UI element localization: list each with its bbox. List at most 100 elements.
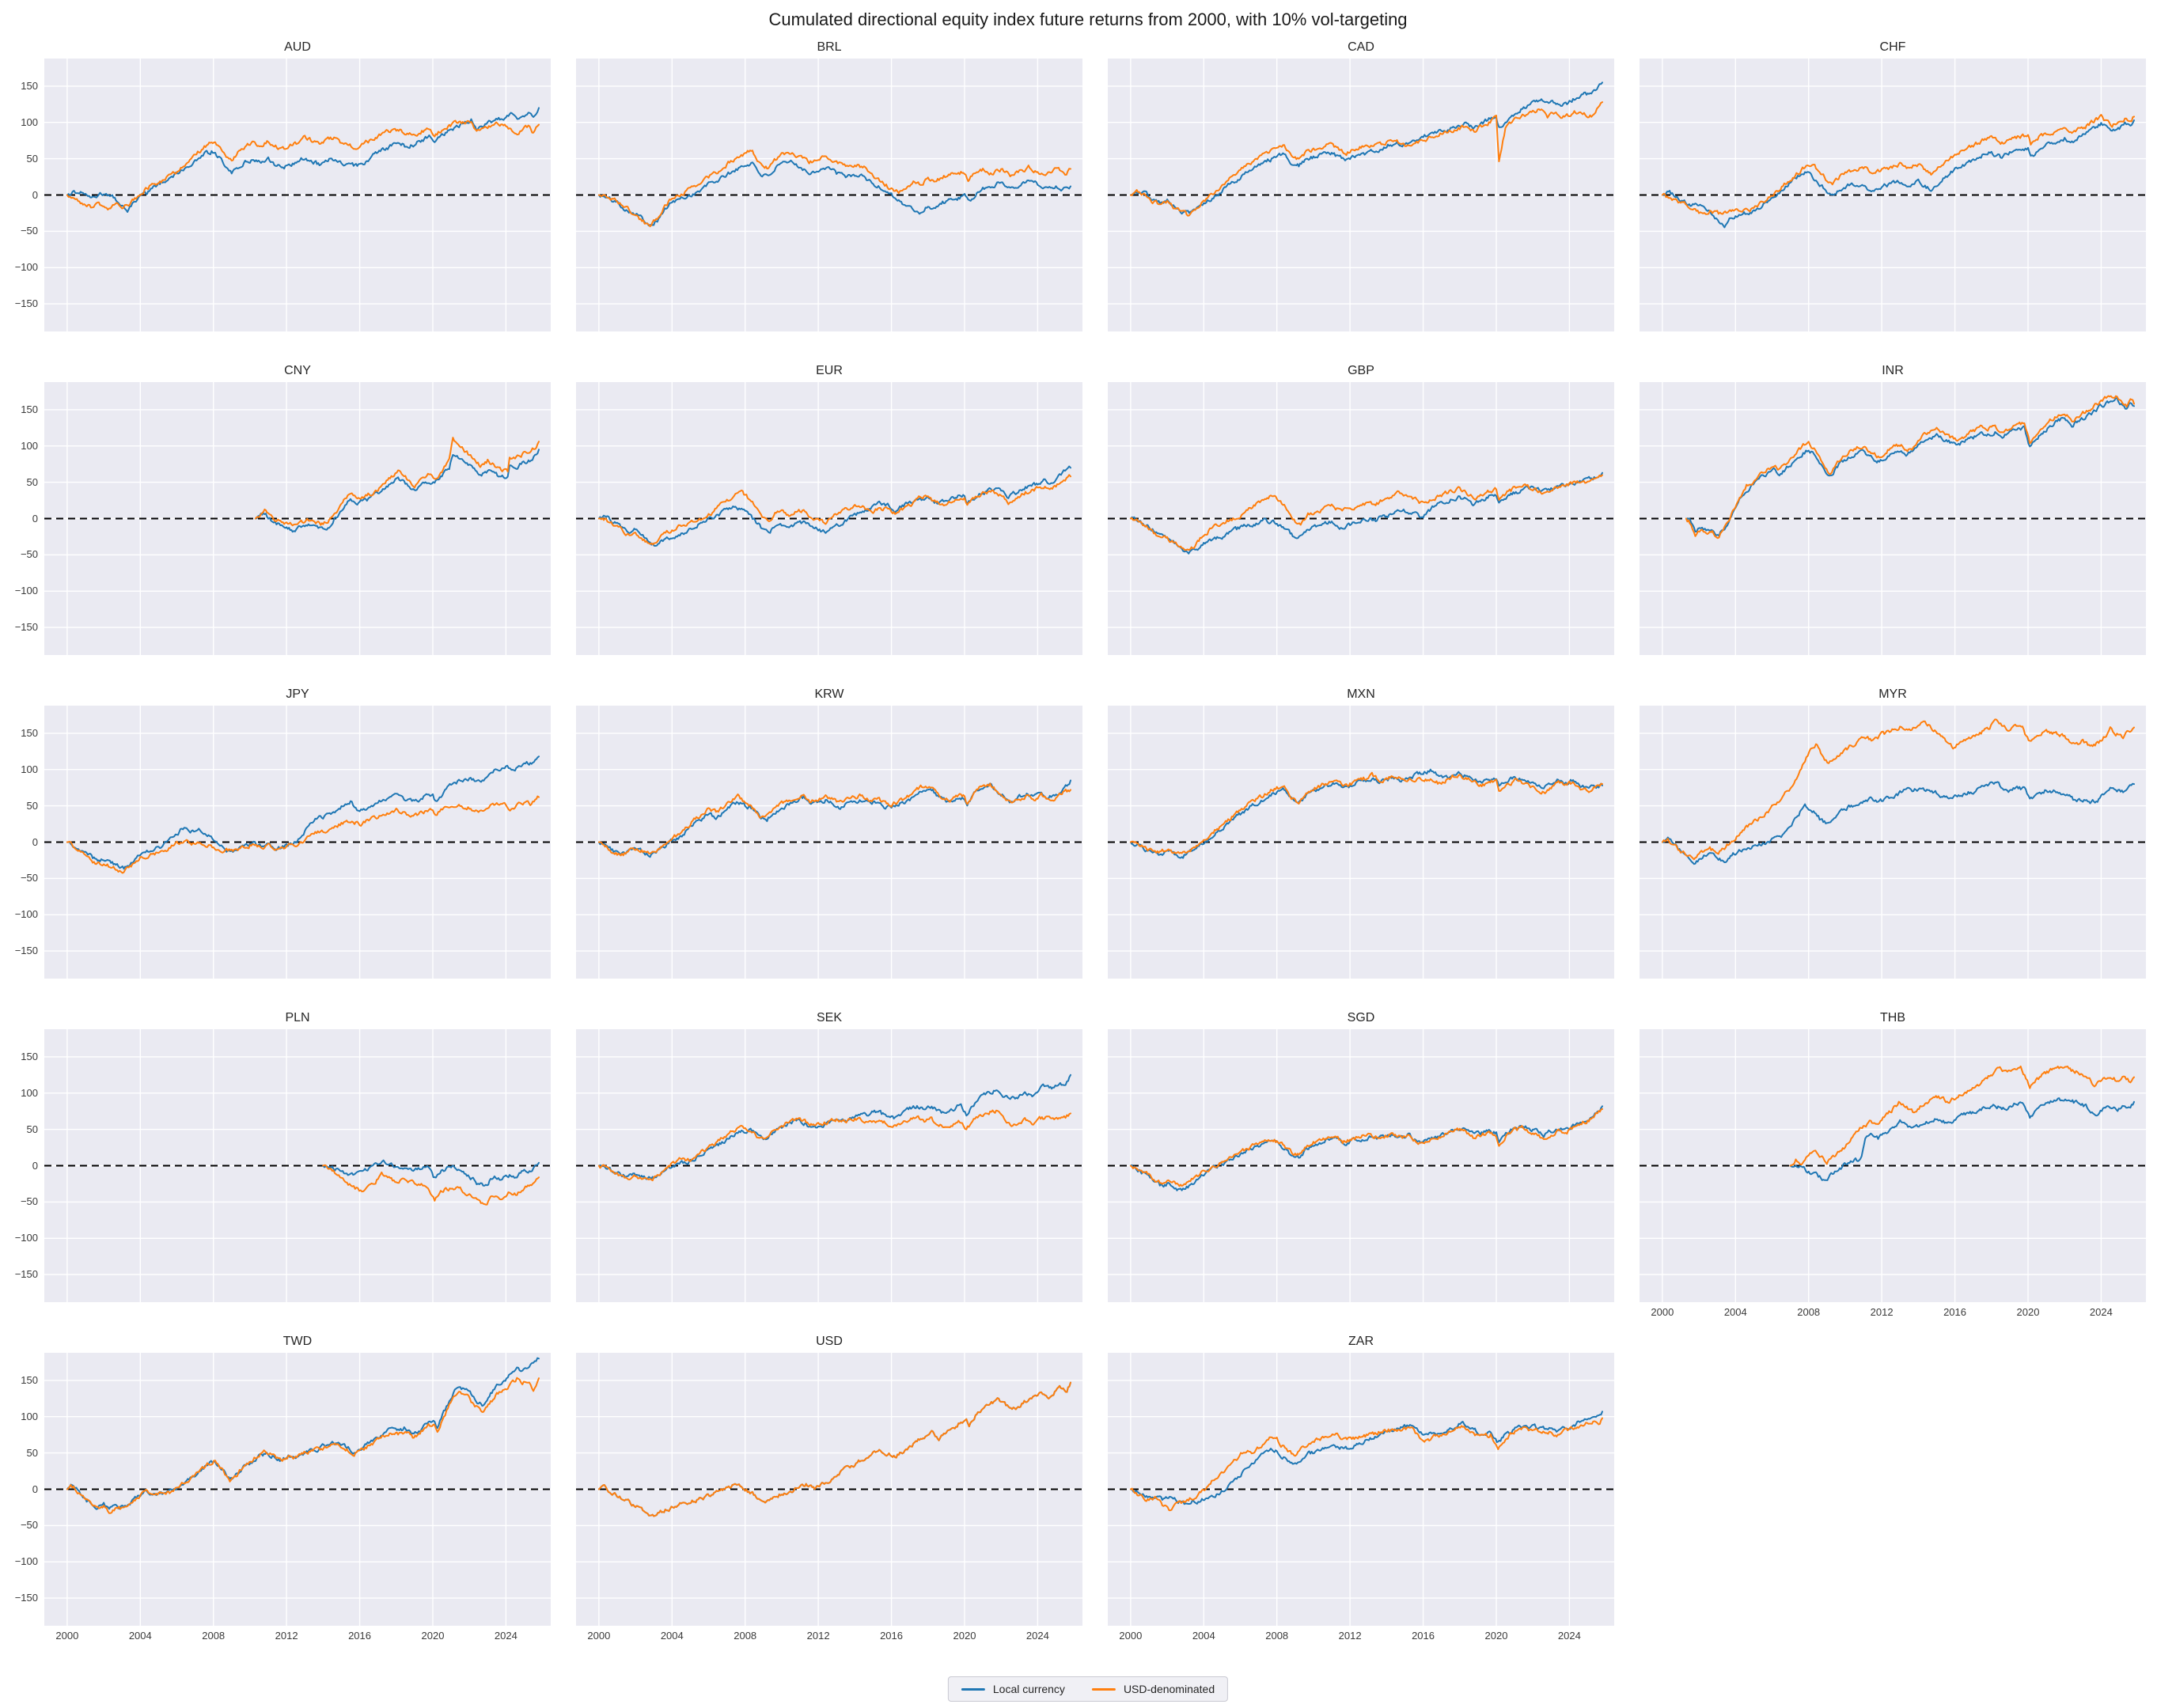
x-tick-label: 2004: [1192, 1630, 1215, 1642]
y-tick-label: −50: [20, 225, 38, 237]
y-tick-label: 0: [32, 1159, 38, 1172]
series-aud-local-currency: [66, 107, 540, 213]
subplot-sek-plot-area: [576, 1029, 1082, 1302]
x-axis-strip-zar: 2000 2004 2008 2012 2016 2020 2024: [1108, 1626, 1614, 1643]
subplot-gbp-canvas: [1108, 382, 1614, 655]
subplot-title-krw: KRW: [814, 687, 844, 701]
series-aud-usd-denominated: [66, 119, 540, 210]
subplot-title-cny: CNY: [284, 364, 311, 377]
subplot-chf: CHF: [1640, 38, 2146, 349]
series-jpy-usd-denominated: [66, 795, 540, 874]
series-myr-local-currency: [1661, 781, 2135, 865]
y-tick-label: −100: [14, 908, 38, 921]
empty-cell: [1640, 1332, 2146, 1643]
series-cad-usd-denominated: [1129, 101, 1603, 217]
subplot-thb-plot-area: [1640, 1029, 2146, 1302]
subplot-title-zar: ZAR: [1348, 1335, 1374, 1348]
series-twd-usd-denominated: [66, 1377, 540, 1514]
x-tick-label: 2016: [1943, 1306, 1966, 1318]
y-tick-label: 100: [21, 1410, 38, 1422]
subplot-eur-canvas: [576, 382, 1082, 655]
y-tick-label: 50: [26, 1446, 38, 1459]
subplot-myr: MYR: [1640, 685, 2146, 996]
subplot-title-mxn: MXN: [1347, 687, 1375, 701]
y-tick-label: 100: [21, 116, 38, 128]
x-tick-label: 2004: [1723, 1306, 1747, 1318]
series-brl-local-currency: [597, 159, 1071, 227]
series-gbp-local-currency: [1129, 471, 1603, 555]
legend-label-local: Local currency: [992, 1683, 1065, 1695]
subplot-myr-canvas: [1640, 706, 2146, 979]
series-chf-local-currency: [1661, 119, 2135, 229]
y-tick-label: 0: [32, 1483, 38, 1495]
subplot-pln-plot-area: 150 100 50 0 −50 −100 −150: [15, 1029, 551, 1302]
figure-legend: Local currency USD-denominated: [947, 1676, 1229, 1702]
y-tick-label: 100: [21, 1086, 38, 1099]
y-tick-label: −100: [14, 1555, 38, 1568]
x-tick-label: 2016: [348, 1630, 371, 1642]
subplot-krw: KRW: [576, 685, 1082, 996]
x-axis-strip-aud: [44, 331, 551, 349]
y-tick-label: 0: [32, 512, 38, 525]
x-axis-strip-gbp: [1108, 655, 1614, 672]
series-pln-local-currency: [322, 1159, 540, 1187]
y-tick-label: 100: [21, 763, 38, 775]
series-thb-usd-denominated: [1789, 1065, 2135, 1167]
subplot-title-cad: CAD: [1348, 40, 1374, 54]
subplot-title-eur: EUR: [816, 364, 843, 377]
x-axis-strip-jpy: [44, 979, 551, 996]
subplot-title-brl: BRL: [817, 40, 842, 54]
x-tick-label: 2000: [587, 1630, 611, 1642]
subplot-zar: ZAR 2000 2004 2008 2012 2016 2020 2024: [1108, 1332, 1614, 1643]
x-tick-label: 2004: [660, 1630, 684, 1642]
series-thb-local-currency: [1789, 1097, 2135, 1181]
x-axis-strip-sgd: [1108, 1302, 1614, 1320]
series-usd-usd-denominated: [597, 1381, 1071, 1517]
y-tick-label: 150: [21, 1373, 38, 1386]
subplot-myr-plot-area: [1640, 706, 2146, 979]
y-tick-label: −150: [14, 621, 38, 634]
series-cny-local-currency: [254, 449, 540, 533]
series-zar-local-currency: [1129, 1411, 1603, 1505]
y-tick-label: 0: [32, 835, 38, 848]
x-tick-label: 2012: [1870, 1306, 1894, 1318]
x-axis-strip-inr: [1640, 655, 2146, 672]
subplot-sgd-plot-area: [1108, 1029, 1614, 1302]
subplot-twd-plot-area: 150 100 50 0 −50 −100 −150: [15, 1353, 551, 1626]
subplot-grid: AUD 150 100 50 0 −50 −100 −150 BRL CAD CHF CNY 150 10…: [0, 38, 2176, 1643]
series-cad-local-currency: [1129, 81, 1603, 215]
y-tick-label: −150: [14, 945, 38, 957]
x-tick-label: 2008: [202, 1630, 226, 1642]
subplot-mxn: MXN: [1108, 685, 1614, 996]
x-tick-label: 2024: [494, 1630, 517, 1642]
y-tick-label: 100: [21, 439, 38, 452]
x-tick-label: 2008: [734, 1630, 757, 1642]
x-tick-label: 2000: [55, 1630, 79, 1642]
series-zar-usd-denominated: [1129, 1417, 1603, 1512]
subplot-brl-canvas: [576, 59, 1082, 331]
subplot-aud: AUD 150 100 50 0 −50 −100 −150: [15, 38, 551, 349]
series-myr-usd-denominated: [1661, 718, 2135, 861]
x-tick-label: 2012: [1338, 1630, 1362, 1642]
x-tick-label: 2012: [806, 1630, 830, 1642]
series-sek-usd-denominated: [597, 1109, 1071, 1182]
x-tick-label: 2004: [128, 1630, 152, 1642]
x-axis-strip-chf: [1640, 331, 2146, 349]
series-inr-local-currency: [1685, 397, 2135, 537]
x-axis-strip-usd: 2000 2004 2008 2012 2016 2020 2024: [576, 1626, 1082, 1643]
x-tick-label: 2008: [1265, 1630, 1289, 1642]
series-chf-usd-denominated: [1661, 114, 2135, 215]
y-tick-label: −50: [20, 1519, 38, 1532]
series-sgd-usd-denominated: [1129, 1108, 1603, 1187]
x-tick-label: 2020: [2016, 1306, 2040, 1318]
subplot-title-twd: TWD: [282, 1335, 313, 1348]
figure-title: Cumulated directional equity index futur…: [768, 9, 1408, 29]
subplot-thb: THB 2000 2004 2008 2012 2016 2020 2024: [1640, 1009, 2146, 1320]
series-inr-usd-denominated: [1685, 395, 2135, 540]
subplot-brl-plot-area: [576, 59, 1082, 331]
series-cny-usd-denominated: [254, 437, 540, 527]
subplot-cad-canvas: [1108, 59, 1614, 331]
y-tick-label: −100: [14, 261, 38, 274]
legend-label-usd: USD-denominated: [1123, 1683, 1215, 1695]
x-axis-strip-pln: [44, 1302, 551, 1320]
